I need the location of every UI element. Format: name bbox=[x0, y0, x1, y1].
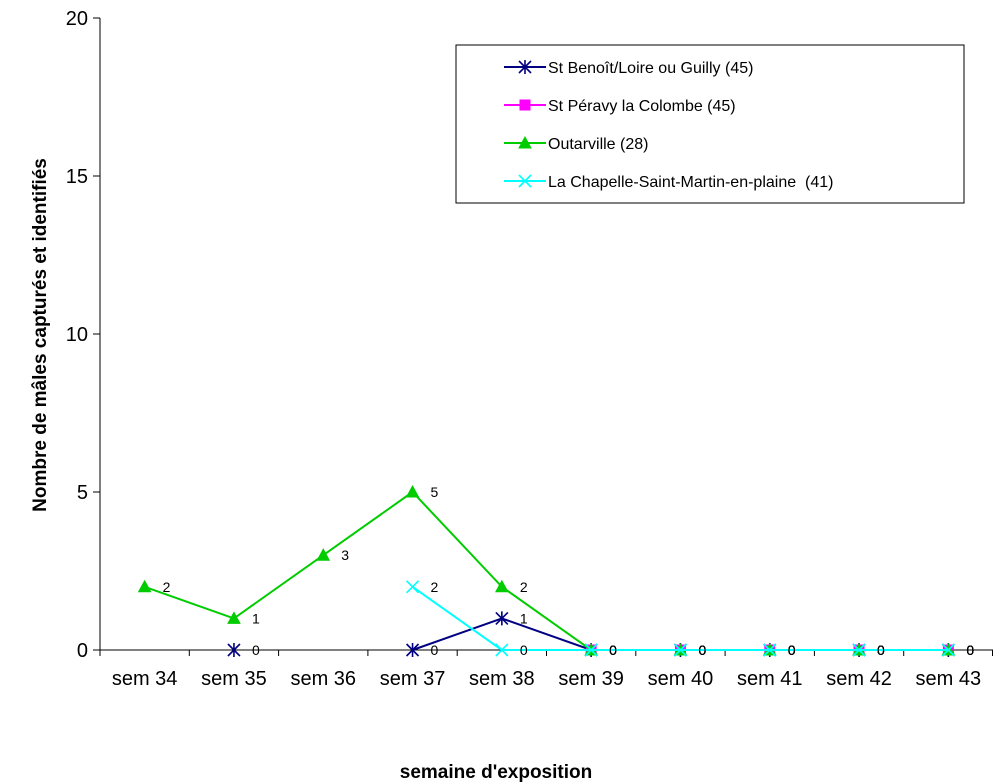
x-tick-label: sem 37 bbox=[380, 668, 446, 690]
data-label: 1 bbox=[252, 610, 260, 626]
data-label: 0 bbox=[431, 642, 439, 658]
series-line bbox=[411, 585, 949, 651]
data-point bbox=[495, 643, 509, 657]
series-line bbox=[144, 490, 949, 651]
data-point bbox=[405, 580, 420, 594]
x-axis: sem 34 sem 35 sem 36 sem 37 sem 38 sem 39 sem … bbox=[99, 649, 993, 690]
data-point bbox=[316, 548, 331, 561]
x-tick-label: sem 42 bbox=[826, 668, 892, 690]
data-label: 0 bbox=[609, 642, 617, 658]
data-label: 0 bbox=[877, 642, 885, 658]
y-tick-label: 15 bbox=[66, 166, 88, 188]
y-axis: 0 5 10 15 20 bbox=[66, 8, 101, 662]
y-tick-label: 5 bbox=[77, 482, 88, 504]
x-tick-label: sem 34 bbox=[112, 668, 178, 690]
y-tick-label: 10 bbox=[66, 324, 88, 346]
y-tick-label: 0 bbox=[77, 640, 88, 662]
data-point bbox=[227, 643, 241, 657]
x-tick-label: sem 38 bbox=[469, 668, 535, 690]
data-point bbox=[584, 643, 598, 657]
legend: St Benoît/Loire ou Guilly (45) St Péravy … bbox=[455, 44, 965, 204]
data-label: 0 bbox=[788, 642, 796, 658]
legend-marker bbox=[518, 174, 532, 188]
data-label: 0 bbox=[966, 642, 974, 658]
data-label: 2 bbox=[520, 579, 528, 595]
data-label: 0 bbox=[966, 642, 974, 658]
data-label: 0 bbox=[520, 642, 528, 658]
data-label: 0 bbox=[966, 642, 974, 658]
legend-label: La Chapelle-Saint-Martin-en-plaine (41) bbox=[548, 174, 833, 191]
x-tick-label: sem 43 bbox=[916, 668, 982, 690]
legend-item-1: St Benoît/Loire ou Guilly (45) bbox=[504, 60, 753, 77]
x-tick-label: sem 35 bbox=[201, 668, 267, 690]
legend-box bbox=[455, 44, 965, 204]
data-label: 1 bbox=[520, 610, 528, 626]
series-4: 2 0 0 0 0 0 0 bbox=[405, 579, 974, 658]
data-point bbox=[763, 643, 777, 657]
x-tick-label: sem 40 bbox=[648, 668, 714, 690]
data-point bbox=[495, 579, 509, 593]
data-label: 2 bbox=[431, 579, 439, 595]
data-label: 0 bbox=[698, 642, 706, 658]
series-3: 2 1 3 5 2 0 0 0 0 0 bbox=[137, 484, 974, 658]
legend-label: St Benoît/Loire ou Guilly (45) bbox=[548, 60, 753, 77]
data-label: 2 bbox=[163, 579, 171, 595]
legend-marker bbox=[518, 60, 532, 74]
data-label: 5 bbox=[431, 484, 439, 500]
legend-item-4: La Chapelle-Saint-Martin-en-plaine (41) bbox=[504, 174, 833, 191]
y-axis-title: Nombre de mâles capturés et identifiés bbox=[30, 158, 51, 512]
legend-item-2: St Péravy la Colombe (45) bbox=[504, 98, 736, 115]
data-point bbox=[405, 643, 420, 657]
legend-item-3: Outarville (28) bbox=[504, 135, 648, 153]
x-tick-label: sem 36 bbox=[290, 668, 356, 690]
data-label: 0 bbox=[252, 642, 260, 658]
data-point bbox=[852, 643, 866, 657]
data-label: 3 bbox=[341, 547, 349, 563]
data-point bbox=[495, 611, 509, 626]
x-tick-label: sem 39 bbox=[558, 668, 624, 690]
x-tick-label: sem 41 bbox=[737, 668, 803, 690]
data-point bbox=[941, 643, 955, 657]
legend-label: Outarville (28) bbox=[548, 136, 648, 153]
data-point bbox=[137, 579, 152, 593]
legend-label: St Péravy la Colombe (45) bbox=[548, 98, 736, 115]
x-axis-title: semaine d'exposition bbox=[400, 762, 592, 783]
y-tick-label: 20 bbox=[66, 8, 88, 30]
data-label: 0 bbox=[966, 642, 974, 658]
legend-marker bbox=[519, 99, 531, 111]
data-point bbox=[405, 484, 420, 498]
legend-marker bbox=[518, 135, 532, 149]
data-point bbox=[227, 611, 241, 624]
data-point bbox=[673, 643, 688, 657]
